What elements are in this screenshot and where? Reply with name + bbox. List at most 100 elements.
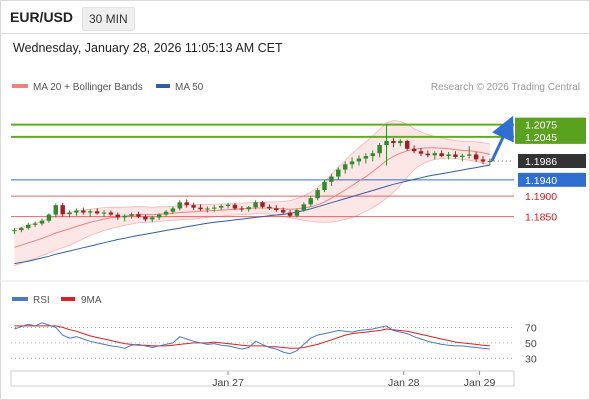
rsi-tick-label: 30	[525, 353, 537, 365]
price-levels	[11, 123, 514, 218]
legend-ma50: MA 50	[175, 82, 204, 93]
level-label: 1.1986	[525, 156, 557, 168]
candle-body	[460, 155, 465, 157]
candle-body	[239, 208, 245, 210]
candle-body	[108, 212, 114, 215]
candle-body	[404, 140, 410, 149]
candle-body	[432, 153, 437, 156]
candle-body	[260, 202, 265, 207]
candle-body	[384, 140, 389, 146]
candle-body	[115, 214, 121, 218]
candle-body	[473, 154, 479, 160]
candle-body	[246, 207, 251, 210]
level-label-bg	[518, 117, 586, 132]
level-label-bg	[518, 129, 586, 144]
candle-body	[487, 161, 493, 163]
x-axis: Jan 27 Jan 28 Jan 29	[212, 371, 495, 389]
candle-body	[466, 154, 472, 156]
datetime-label: Wednesday, January 28, 2026 11:05:13 AM …	[13, 41, 283, 55]
x-tick-label: Jan 27	[212, 377, 244, 389]
credit-text: Research © 2026 Trading Central	[431, 82, 580, 93]
rsi-lines	[14, 322, 490, 355]
candle-body	[212, 207, 217, 209]
candle-body	[349, 161, 355, 165]
candle-body	[253, 202, 258, 208]
candle-body	[280, 210, 286, 213]
candle-body	[398, 140, 403, 144]
candle-body	[480, 159, 486, 162]
level-label: 1.1850	[525, 212, 557, 224]
candle-body	[156, 214, 162, 218]
candle-body	[411, 148, 417, 152]
candle-body	[81, 210, 86, 213]
candle-body	[287, 212, 293, 216]
candle-body	[294, 210, 300, 216]
x-axis-box	[10, 370, 515, 387]
legend-swatch-ma20	[12, 84, 28, 88]
candle-body	[356, 158, 362, 162]
x-tick-label: Jan 29	[464, 377, 496, 389]
candle-body	[308, 198, 313, 205]
candle-body	[191, 205, 196, 208]
level-label-bg	[518, 154, 586, 169]
candle-body	[370, 153, 375, 157]
candle-body	[32, 223, 38, 225]
candle-body	[267, 206, 272, 209]
legend-swatch-9ma	[61, 297, 75, 301]
rsi-tick-label: 50	[525, 338, 537, 350]
resistance-bracket	[515, 117, 518, 144]
rsi-line	[14, 322, 490, 355]
rsi-9ma-line	[14, 325, 490, 349]
candle-body	[301, 204, 307, 211]
moving-averages	[14, 147, 491, 265]
candle-body	[418, 151, 424, 154]
ma50-line	[14, 164, 490, 265]
candle-body	[39, 220, 45, 224]
candle-body	[25, 224, 31, 229]
candle-body	[136, 214, 141, 217]
candles	[12, 124, 493, 235]
candle-body	[143, 216, 148, 220]
candle-body	[53, 205, 59, 215]
bollinger-band-fill	[14, 120, 490, 266]
candle-body	[170, 208, 176, 212]
rsi-grid: 70 50 30	[11, 322, 537, 365]
candle-body	[94, 211, 100, 214]
candle-body	[446, 154, 451, 157]
symbol-title: EUR/USD	[10, 9, 74, 25]
candle-body	[150, 217, 155, 220]
candle-body	[205, 208, 210, 210]
timeframe-button[interactable]: 30 MIN	[82, 7, 135, 31]
candle-body	[391, 140, 396, 144]
candle-body	[74, 210, 79, 213]
level-label: 1.1940	[525, 175, 557, 187]
forecast-arrow-line	[490, 115, 514, 162]
candle-body	[184, 202, 189, 206]
legend-ma20: MA 20 + Bollinger Bands	[33, 82, 143, 93]
candle-body	[425, 153, 431, 156]
bollinger-bands	[14, 120, 490, 267]
candle-body	[453, 154, 458, 157]
level-label-bg	[518, 172, 586, 187]
legend-swatch-rsi	[12, 297, 28, 301]
candle-body	[218, 205, 224, 208]
candle-body	[232, 204, 238, 209]
candle-body	[19, 228, 24, 231]
candle-body	[342, 164, 348, 170]
level-label: 1.2075	[525, 120, 557, 132]
bollinger-lower	[14, 157, 490, 267]
candle-body	[88, 211, 93, 213]
legend-9ma: 9MA	[81, 295, 102, 306]
candle-body	[46, 214, 52, 221]
candle-body	[274, 208, 279, 211]
forecast-arrow	[490, 115, 514, 162]
candle-body	[60, 205, 65, 215]
candle-body	[377, 145, 382, 154]
rsi-tick-label: 70	[525, 322, 537, 334]
ma20-line	[14, 147, 491, 248]
candle-body	[336, 169, 341, 177]
candle-body	[225, 204, 231, 206]
level-label: 1.2045	[525, 132, 557, 144]
